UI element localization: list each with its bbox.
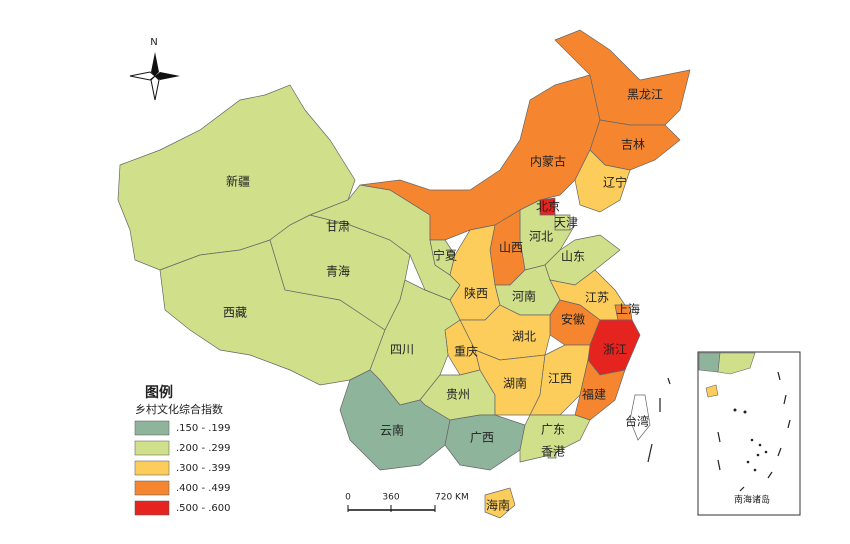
legend-subtitle: 乡村文化综合指数	[135, 402, 223, 416]
region	[449, 224, 501, 321]
legend-swatch	[134, 440, 170, 456]
islands	[647, 377, 671, 463]
legend-label: .150 - .199	[176, 423, 231, 434]
region-label: 天津	[554, 216, 578, 230]
inset-label: 南海诸岛	[734, 494, 770, 506]
legend-items: .150 - .199 .200 - .299 .300 - .399 .400 - …	[134, 420, 231, 516]
scale-label: 0	[345, 493, 351, 503]
scale-bar: 0 360 720 KM	[345, 493, 469, 512]
region-label: 安徽	[561, 312, 585, 327]
region-label: 福建	[582, 387, 606, 402]
region	[519, 414, 591, 463]
region	[629, 394, 651, 441]
region	[484, 487, 516, 519]
legend-swatch	[134, 480, 170, 496]
legend-label: .300 - .399	[176, 463, 231, 474]
region-label: 江苏	[585, 291, 609, 305]
region-label: 青海	[326, 264, 350, 279]
legend-swatch	[134, 460, 170, 476]
region-label: 吉林	[621, 138, 645, 152]
north-arrow: N	[129, 37, 180, 101]
inset: 南海诸岛	[697, 351, 801, 516]
region-label: 河南	[512, 289, 536, 304]
region-label: 河北	[529, 230, 553, 244]
legend-label: .500 - .600	[176, 503, 231, 514]
region-label: 广东	[541, 423, 565, 437]
region-label: 上海	[616, 302, 640, 317]
region-label: 甘肃	[326, 220, 350, 234]
region-label: 贵州	[446, 388, 470, 402]
region-label: 四川	[390, 343, 414, 357]
region-label: 重庆	[454, 345, 478, 359]
legend-label: .200 - .299	[176, 443, 231, 454]
region	[554, 29, 691, 126]
region-label: 辽宁	[603, 175, 627, 190]
region-label: 香港	[541, 445, 565, 459]
region-label: 西藏	[223, 306, 247, 320]
region-label: 云南	[380, 423, 404, 438]
legend-label: .400 - .499	[176, 483, 231, 494]
region-label: 江西	[548, 372, 572, 386]
legend-swatch	[134, 420, 170, 436]
region-label: 山西	[499, 241, 523, 255]
region-label: 内蒙古	[530, 154, 566, 169]
region-label: 黑龙江	[627, 88, 663, 102]
region-label: 湖南	[503, 376, 527, 391]
region	[574, 149, 631, 213]
region-label: 海南	[486, 498, 510, 513]
region-label: 陕西	[464, 286, 488, 301]
scale-labels: 0 360 720 KM	[345, 493, 469, 503]
region-label: 湖北	[512, 329, 536, 344]
region-label: 山东	[561, 250, 585, 264]
north-label: N	[150, 37, 157, 48]
region	[547, 451, 557, 459]
region-label: 北京	[536, 200, 560, 214]
legend-swatch	[134, 500, 170, 516]
region-label: 台湾	[625, 414, 649, 429]
region-label: 新疆	[226, 174, 250, 189]
scale-label: 360	[382, 493, 399, 503]
region-label: 浙江	[603, 343, 627, 357]
scale-label: 720 KM	[435, 493, 469, 503]
region	[574, 359, 626, 421]
legend: 图例 乡村文化综合指数 .150 - .199 .200 - .299 .300 -…	[134, 384, 231, 516]
region-label: 广西	[470, 431, 494, 445]
region-label: 宁夏	[433, 248, 457, 263]
legend-title: 图例	[145, 384, 173, 401]
